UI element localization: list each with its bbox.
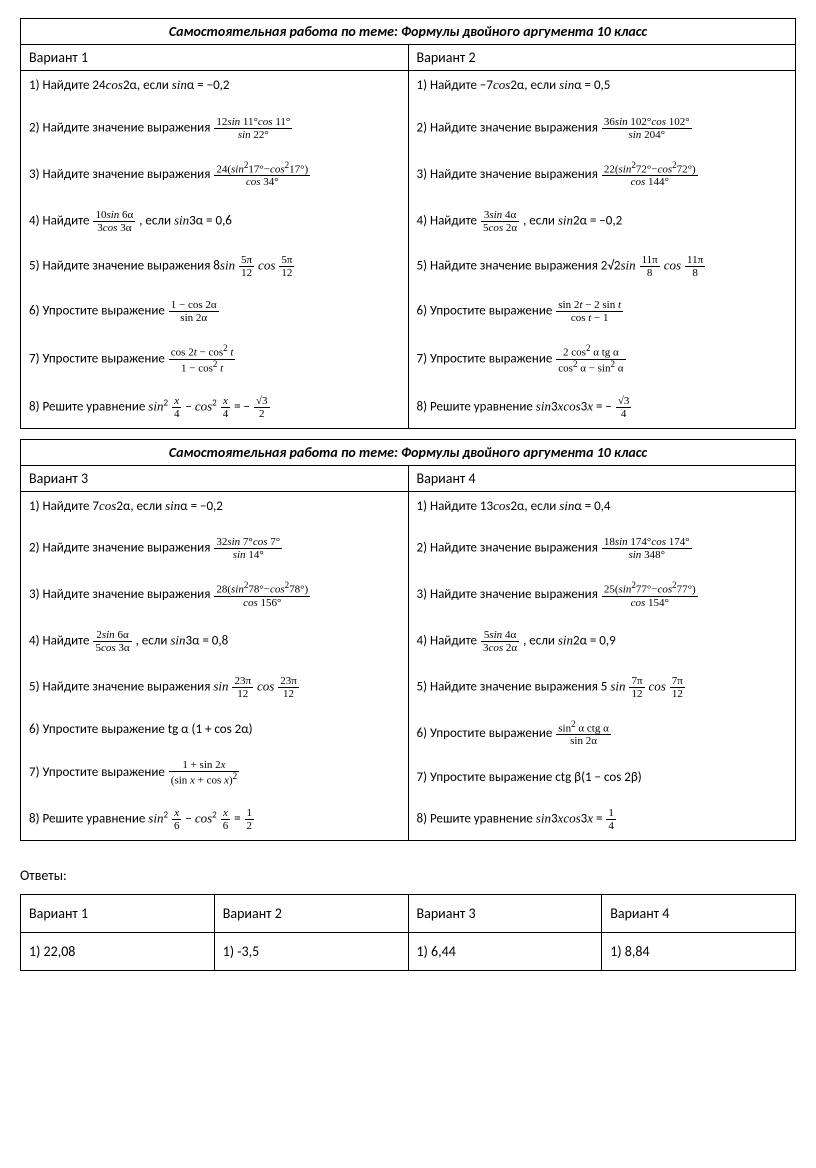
task-item: 6) Упростите выражение tg α (1 + cos 2α): [29, 720, 400, 740]
task-item: 1) Найдите −7cos2α, если sinα = 0,5: [417, 75, 788, 96]
tasks-cell: 1) Найдите 13cos2α, если sinα = 0,4 2) На…: [408, 491, 796, 840]
tasks-cell: 1) Найдите 7cos2α, если sinα = −0,2 2) На…: [21, 491, 409, 840]
task-item: 5) Найдите значение выражения 5 sin 7π12…: [417, 675, 788, 700]
task-item: 7) Упростите выражение cos 2t − cos2 t1 …: [29, 344, 400, 375]
answers-table: Вариант 1Вариант 2Вариант 3Вариант 4 1) 2…: [20, 894, 796, 971]
task-item: 7) Упростите выражение ctg β(1 − cos 2β): [417, 768, 788, 788]
task-item: 1) Найдите 13cos2α, если sinα = 0,4: [417, 496, 788, 517]
task-item: 1) Найдите 7cos2α, если sinα = −0,2: [29, 496, 400, 517]
task-item: 5) Найдите значение выражения sin 23π12 …: [29, 675, 400, 700]
answers-header-cell: Вариант 1: [21, 895, 215, 933]
task-item: 5) Найдите значение выражения 8sin 5π12 …: [29, 254, 400, 279]
task-item: 3) Найдите значение выражения 22(sin272°…: [417, 161, 788, 189]
task-item: 1) Найдите 24cos2α, если sinα = −0,2: [29, 75, 400, 96]
answers-value-cell: 1) 22,08: [21, 933, 215, 971]
task-item: 4) Найдите 3sin 4α5cos 2α , если sin2α =…: [417, 209, 788, 234]
task-item: 4) Найдите 2sin 6α5cos 3α , если sin3α =…: [29, 629, 400, 654]
task-item: 2) Найдите значение выражения 18sin 174°…: [417, 536, 788, 561]
task-item: 2) Найдите значение выражения 36sin 102°…: [417, 116, 788, 141]
variant-header: Вариант 1: [21, 45, 409, 71]
task-item: 8) Решите уравнение sin3xcos3x = 14: [417, 807, 788, 832]
task-item: 4) Найдите 5sin 4α3cos 2α , если sin2α =…: [417, 629, 788, 654]
task-item: 4) Найдите 10sin 6α3cos 3α , если sin3α …: [29, 209, 400, 234]
task-item: 2) Найдите значение выражения 12sin 11°c…: [29, 116, 400, 141]
answers-header-cell: Вариант 2: [214, 895, 408, 933]
task-item: 6) Упростите выражение sin 2t − 2 sin tc…: [417, 299, 788, 324]
variant-header: Вариант 2: [408, 45, 796, 71]
answers-label: Ответы:: [20, 867, 796, 884]
variant-header: Вариант 3: [21, 465, 409, 491]
task-item: 7) Упростите выражение 1 + sin 2x(sin x …: [29, 759, 400, 787]
task-item: 8) Решите уравнение sin2 x4 − cos2 x4 = …: [29, 395, 400, 420]
task-item: 7) Упростите выражение 2 cos2 α tg αcos2…: [417, 344, 788, 375]
task-item: 3) Найдите значение выражения 28(sin278°…: [29, 581, 400, 609]
tasks-cell: 1) Найдите −7cos2α, если sinα = 0,5 2) На…: [408, 71, 796, 429]
answers-value-cell: 1) -3,5: [214, 933, 408, 971]
worksheet-title: Самостоятельная работа по теме: Формулы …: [21, 19, 796, 45]
task-item: 6) Упростите выражение 1 − cos 2αsin 2α: [29, 299, 400, 324]
task-item: 6) Упростите выражение sin2 α ctg αsin 2…: [417, 720, 788, 748]
task-item: 3) Найдите значение выражения 25(sin277°…: [417, 581, 788, 609]
answers-value-cell: 1) 6,44: [408, 933, 602, 971]
answers-header-cell: Вариант 4: [602, 895, 796, 933]
task-item: 8) Решите уравнение sin3xcos3x = − √34: [417, 395, 788, 420]
worksheet-table-2: Самостоятельная работа по теме: Формулы …: [20, 439, 796, 841]
variant-header: Вариант 4: [408, 465, 796, 491]
answers-header-cell: Вариант 3: [408, 895, 602, 933]
task-item: 5) Найдите значение выражения 2√2sin 11π…: [417, 254, 788, 279]
worksheet-table-1: Самостоятельная работа по теме: Формулы …: [20, 18, 796, 429]
task-item: 3) Найдите значение выражения 24(sin217°…: [29, 161, 400, 189]
task-item: 2) Найдите значение выражения 32sin 7°co…: [29, 536, 400, 561]
tasks-cell: 1) Найдите 24cos2α, если sinα = −0,2 2) Н…: [21, 71, 409, 429]
task-item: 8) Решите уравнение sin2 x6 − cos2 x6 = …: [29, 807, 400, 832]
answers-value-cell: 1) 8,84: [602, 933, 796, 971]
worksheet-title: Самостоятельная работа по теме: Формулы …: [21, 439, 796, 465]
